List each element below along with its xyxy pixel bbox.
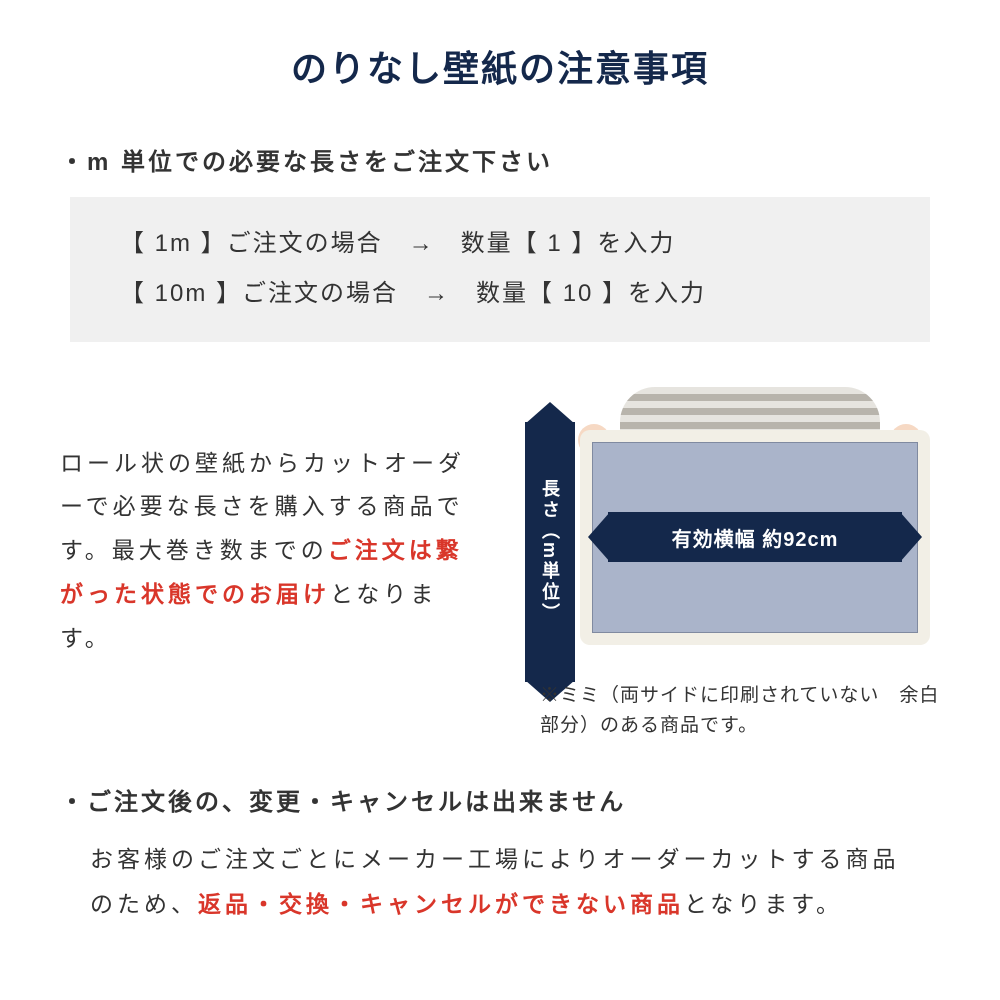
- wallpaper-roll: 有効横幅 約92cm: [580, 430, 930, 645]
- cancellation-section: ・ご注文後の、変更・キャンセルは出来ません お客様のご注文ごとにメーカー工場によ…: [60, 782, 940, 927]
- bullet-order-unit: ・m 単位での必要な長さをご注文下さい: [60, 142, 940, 177]
- width-arrow: 有効横幅 約92cm: [608, 512, 902, 562]
- description-diagram-row: ロール状の壁紙からカットオーダーで必要な長さを購入する商品です。最大巻き数までの…: [60, 382, 940, 702]
- example-row-10m: 【 10m 】ご注文の場合 → 数量【 10 】を入力: [120, 269, 880, 319]
- width-arrow-label: 有効横幅 約92cm: [672, 523, 839, 552]
- mimi-footnote: ※ミミ（両サイドに印刷されていない 余白部分）のある商品です。: [540, 681, 940, 742]
- order-example-box: 【 1m 】ご注文の場合 → 数量【 1 】を入力 【 10m 】ご注文の場合 …: [70, 197, 930, 342]
- bullet-no-cancel: ・ご注文後の、変更・キャンセルは出来ません: [60, 782, 940, 817]
- page-title: のりなし壁紙の注意事項: [60, 40, 940, 92]
- length-arrow: 長さ（m単位）: [525, 422, 575, 682]
- body2-part2: となります。: [684, 891, 843, 917]
- wallpaper-sheet: 有効横幅 約92cm: [592, 442, 918, 633]
- no-cancel-body: お客様のご注文ごとにメーカー工場によりオーダーカットする商品のため、返品・交換・…: [60, 837, 940, 927]
- length-arrow-label: 長さ（m単位）: [537, 479, 563, 624]
- roll-description: ロール状の壁紙からカットオーダーで必要な長さを購入する商品です。最大巻き数までの…: [60, 382, 480, 660]
- example-row-1m: 【 1m 】ご注文の場合 → 数量【 1 】を入力: [120, 219, 880, 269]
- body2-highlight: 返品・交換・キャンセルができない商品: [198, 891, 684, 917]
- wallpaper-diagram: 長さ（m単位） 有効横幅 約92cm ※ミミ（両サイドに印刷されていない 余白部…: [500, 382, 940, 702]
